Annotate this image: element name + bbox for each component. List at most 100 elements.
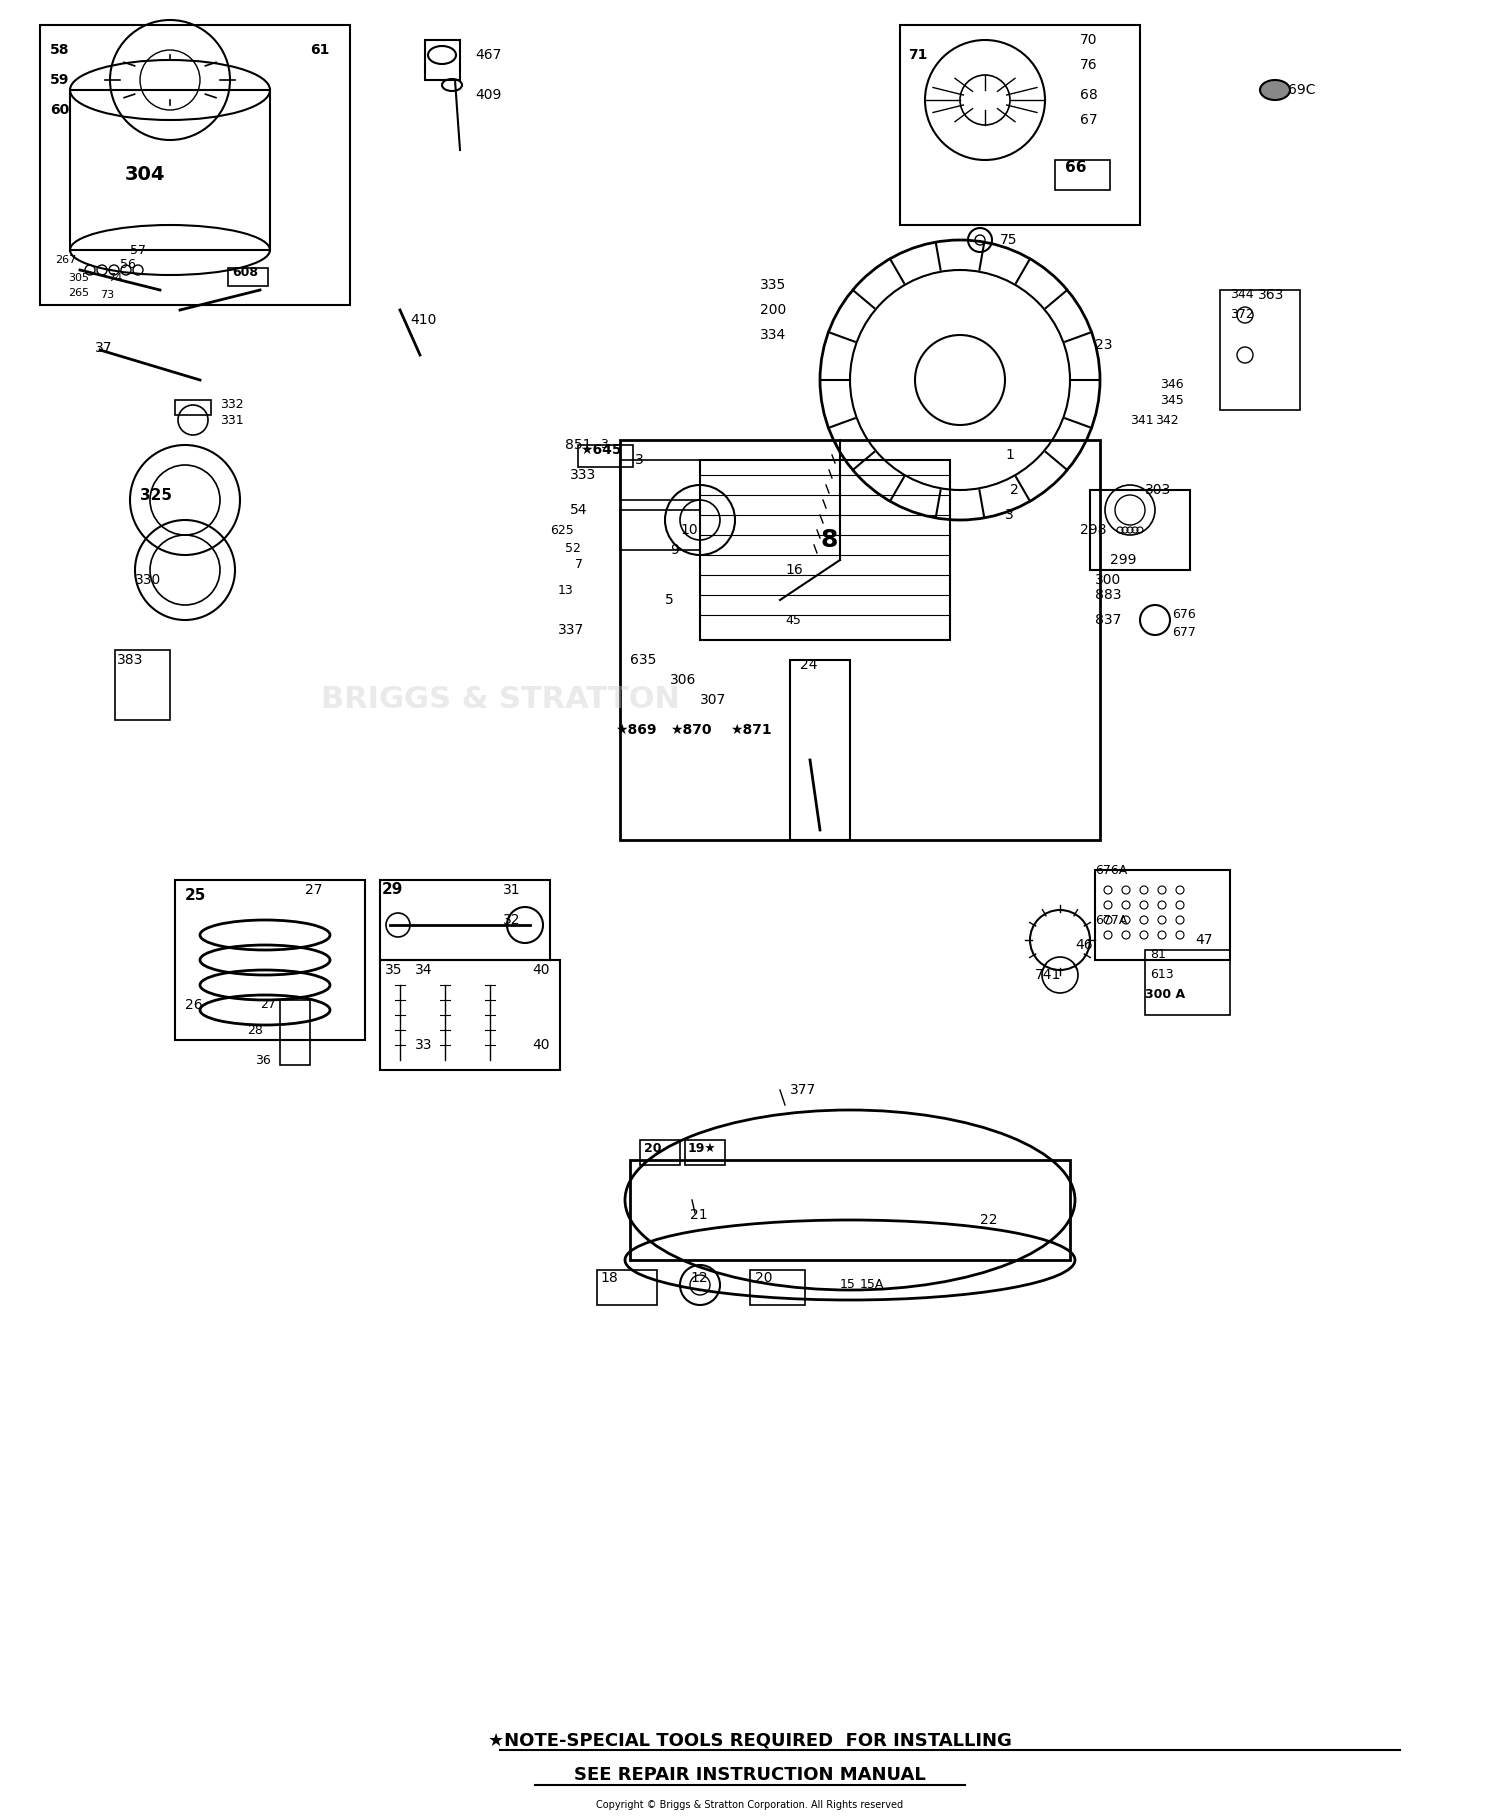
- Text: 344: 344: [1230, 289, 1254, 301]
- Text: 74: 74: [108, 272, 123, 283]
- Bar: [116, 650, 170, 719]
- Text: 57: 57: [130, 243, 146, 256]
- Text: 3: 3: [600, 438, 608, 452]
- Text: 68: 68: [1080, 87, 1098, 102]
- Text: 73: 73: [100, 291, 114, 300]
- Text: 677: 677: [1172, 627, 1196, 639]
- Text: 267: 267: [56, 254, 76, 265]
- Text: 27: 27: [304, 883, 322, 897]
- Text: 265: 265: [68, 289, 88, 298]
- Text: BRIGGS & STRATTON: BRIGGS & STRATTON: [321, 685, 680, 714]
- Text: 29: 29: [382, 883, 404, 897]
- Bar: [750, 1269, 806, 1306]
- Text: 1: 1: [1005, 449, 1014, 461]
- Text: 24: 24: [800, 657, 818, 672]
- Ellipse shape: [1260, 80, 1290, 100]
- Text: 16: 16: [784, 563, 802, 577]
- Text: 46: 46: [1076, 939, 1092, 952]
- Text: 331: 331: [220, 414, 243, 427]
- Text: ★NOTE-SPECIAL TOOLS REQUIRED  FOR INSTALLING: ★NOTE-SPECIAL TOOLS REQUIRED FOR INSTALL…: [488, 1731, 1012, 1749]
- Text: 26: 26: [184, 999, 202, 1012]
- Bar: [424, 40, 460, 80]
- Text: 15: 15: [840, 1278, 856, 1291]
- Bar: [1090, 490, 1190, 570]
- Text: 342: 342: [1155, 414, 1179, 427]
- Text: 741: 741: [1035, 968, 1062, 982]
- Text: 54: 54: [570, 503, 588, 518]
- Text: 45: 45: [784, 614, 801, 627]
- Text: 676: 676: [1172, 608, 1196, 621]
- Text: 76: 76: [1080, 58, 1098, 73]
- Bar: [700, 459, 950, 639]
- Text: 383: 383: [117, 654, 144, 666]
- Text: 35: 35: [386, 962, 402, 977]
- Text: 467: 467: [476, 47, 501, 62]
- Text: 300: 300: [1095, 574, 1120, 587]
- Text: 303: 303: [1144, 483, 1172, 498]
- Bar: [228, 269, 268, 285]
- Text: 27: 27: [260, 999, 276, 1012]
- Text: 37: 37: [94, 341, 112, 354]
- Text: 410: 410: [410, 312, 436, 327]
- Text: 363: 363: [1258, 289, 1284, 301]
- Bar: [280, 1001, 310, 1064]
- Text: 59: 59: [50, 73, 69, 87]
- Text: 28: 28: [248, 1024, 262, 1037]
- Bar: [1144, 950, 1230, 1015]
- Text: 47: 47: [1196, 933, 1212, 946]
- Text: 305: 305: [68, 272, 88, 283]
- Text: 66: 66: [1065, 160, 1086, 176]
- Bar: [176, 400, 211, 416]
- Text: 341: 341: [1130, 414, 1154, 427]
- Bar: [620, 459, 701, 499]
- Text: ★869: ★869: [615, 723, 657, 737]
- Bar: [630, 1160, 1070, 1260]
- Text: 8: 8: [821, 528, 837, 552]
- Text: 377: 377: [790, 1082, 816, 1097]
- Text: 23: 23: [1095, 338, 1113, 352]
- Bar: [380, 961, 560, 1070]
- Text: 32: 32: [503, 913, 520, 926]
- Text: 9: 9: [670, 543, 680, 558]
- Text: 67: 67: [1080, 113, 1098, 127]
- Text: ★645: ★645: [580, 443, 621, 458]
- Text: 70: 70: [1080, 33, 1098, 47]
- Text: ★870: ★870: [670, 723, 711, 737]
- Text: 334: 334: [760, 329, 786, 341]
- Text: 3: 3: [1005, 508, 1014, 521]
- Text: 71: 71: [908, 47, 927, 62]
- Text: 608: 608: [232, 265, 258, 278]
- Text: 12: 12: [690, 1271, 708, 1286]
- Bar: [380, 881, 550, 961]
- Text: 200: 200: [760, 303, 786, 318]
- Text: 7: 7: [574, 559, 584, 572]
- Text: 883: 883: [1095, 588, 1122, 601]
- Text: 635: 635: [630, 654, 657, 666]
- Bar: [900, 25, 1140, 225]
- Text: 325: 325: [140, 487, 172, 503]
- Text: 20: 20: [754, 1271, 772, 1286]
- Text: 625: 625: [550, 523, 573, 536]
- Bar: [686, 1140, 724, 1166]
- Text: 61: 61: [310, 44, 330, 56]
- Text: 306: 306: [670, 674, 696, 686]
- Text: 52: 52: [566, 541, 580, 554]
- Text: 299: 299: [1110, 554, 1137, 567]
- Text: 19★: 19★: [688, 1142, 717, 1155]
- Text: 837: 837: [1095, 614, 1122, 627]
- Text: 298: 298: [1080, 523, 1107, 538]
- Bar: [40, 25, 350, 305]
- Text: 676A: 676A: [1095, 863, 1128, 877]
- Text: 75: 75: [1000, 232, 1017, 247]
- Text: 60: 60: [50, 104, 69, 116]
- Text: 13: 13: [558, 583, 573, 596]
- Text: 335: 335: [760, 278, 786, 292]
- Text: 372: 372: [1230, 309, 1254, 321]
- Text: 40: 40: [532, 1039, 549, 1051]
- Bar: [1220, 291, 1300, 410]
- Text: 25: 25: [184, 888, 207, 903]
- Text: 346: 346: [1160, 378, 1184, 392]
- Text: 307: 307: [700, 694, 726, 706]
- Text: 21: 21: [690, 1208, 708, 1222]
- Text: Copyright © Briggs & Stratton Corporation. All Rights reserved: Copyright © Briggs & Stratton Corporatio…: [597, 1800, 903, 1811]
